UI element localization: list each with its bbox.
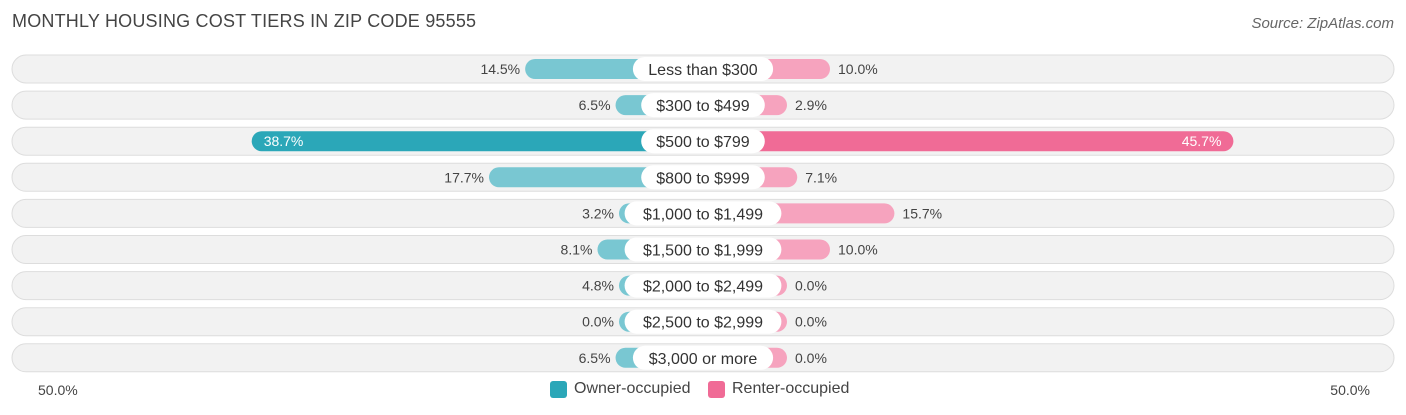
legend-item-owner: Owner-occupied: [550, 380, 691, 398]
owner-value-label: 6.5%: [579, 97, 611, 113]
axis-label-left: 50.0%: [38, 382, 78, 398]
category-pill: [632, 345, 774, 370]
owner-value-label: 4.8%: [582, 278, 614, 294]
owner-value-label: 0.0%: [582, 314, 614, 330]
renter-value-label: 2.9%: [795, 97, 827, 113]
category-pill: [624, 273, 782, 298]
owner-value-label: 17.7%: [444, 169, 484, 185]
renter-value-label: 10.0%: [838, 242, 878, 258]
category-pill: [624, 309, 782, 334]
category-pill: [632, 57, 774, 81]
owner-value-label: 8.1%: [561, 242, 593, 258]
chart-title: MONTHLY HOUSING COST TIERS IN ZIP CODE 9…: [12, 11, 477, 31]
category-label: $300 to $499: [656, 98, 750, 115]
renter-value-label: 15.7%: [902, 205, 942, 221]
category-label: $800 to $999: [656, 170, 750, 187]
axis-label-right: 50.0%: [1330, 382, 1370, 398]
owner-bar: [251, 131, 703, 152]
owner-value-label: 6.5%: [579, 350, 611, 366]
legend-label-owner: Owner-occupied: [574, 380, 691, 397]
category-label: $500 to $799: [656, 134, 750, 151]
legend-swatch-owner: [550, 380, 567, 398]
category-label: Less than $300: [648, 62, 758, 79]
legend-label-renter: Renter-occupied: [732, 380, 850, 397]
category-label: $2,500 to $2,999: [643, 315, 763, 332]
renter-value-label: 45.7%: [1182, 133, 1222, 149]
category-label: $3,000 or more: [649, 351, 758, 368]
renter-value-label: 0.0%: [795, 314, 827, 330]
category-label: $2,000 to $2,499: [643, 279, 763, 296]
chart-source: Source: ZipAtlas.com: [1251, 15, 1394, 32]
diverging-bar-chart: Less than $300 14.5% 10.0% $300 to $499 6.5%…: [11, 54, 1395, 373]
renter-value-label: 0.0%: [795, 350, 827, 366]
category-pill: [641, 93, 765, 118]
chart-legend: Owner-occupied Renter-occupied: [0, 380, 1406, 402]
category-label: $1,500 to $1,999: [643, 243, 763, 260]
category-pill: [641, 129, 765, 154]
legend-item-renter: Renter-occupied: [708, 380, 849, 398]
category-label: $1,000 to $1,499: [643, 206, 763, 223]
renter-value-label: 7.1%: [805, 169, 837, 185]
owner-value-label: 38.7%: [264, 133, 304, 149]
category-pill: [641, 165, 765, 190]
owner-value-label: 3.2%: [582, 205, 614, 221]
owner-value-label: 14.5%: [480, 61, 520, 77]
renter-value-label: 0.0%: [795, 278, 827, 294]
renter-value-label: 10.0%: [838, 61, 878, 77]
category-pill: [624, 237, 782, 262]
category-pill: [624, 201, 782, 226]
renter-bar: [703, 131, 1234, 152]
legend-swatch-renter: [708, 380, 725, 398]
